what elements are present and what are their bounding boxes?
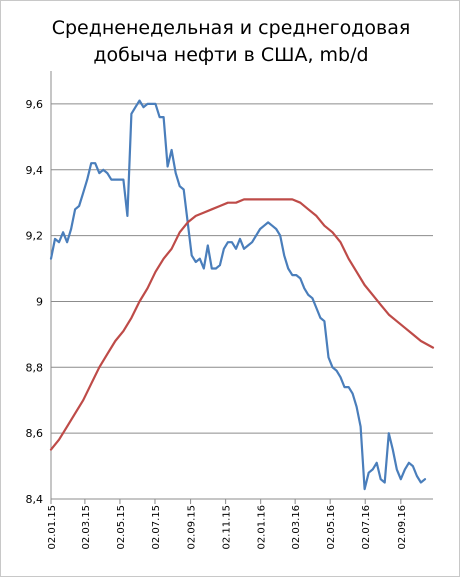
x-tick-label: 02.05.16 bbox=[326, 505, 337, 550]
x-tick-label: 02.01.15 bbox=[47, 505, 58, 550]
x-tick-label: 02.07.16 bbox=[361, 505, 372, 550]
y-axis-tick-labels: 8,4 8,6 8,8 9 9,2 9,4 9,6 bbox=[26, 98, 44, 506]
chart-title: Средненедельная и среднегодовая добыча н… bbox=[31, 15, 431, 69]
x-tick-label: 02.09.16 bbox=[397, 505, 408, 550]
x-tick-label: 02.09.15 bbox=[187, 505, 198, 550]
y-tick-label: 8,6 bbox=[26, 427, 44, 440]
weekly-series-line bbox=[49, 99, 427, 491]
x-axis-tick-labels: 02.01.15 02.03.15 02.05.15 02.07.15 02.09.15… bbox=[47, 505, 408, 550]
y-tick-label: 8,8 bbox=[26, 361, 44, 374]
annual-series-line bbox=[49, 198, 435, 451]
y-tick-label: 9 bbox=[36, 295, 43, 308]
x-tick-label: 02.03.16 bbox=[291, 505, 302, 550]
y-tick-label: 9,2 bbox=[26, 230, 44, 243]
x-tick-label: 02.01.16 bbox=[257, 505, 268, 550]
x-tick-label: 02.07.15 bbox=[151, 505, 162, 550]
x-tick-label: 02.03.15 bbox=[81, 505, 92, 550]
y-tick-label: 9,4 bbox=[26, 164, 44, 177]
axes bbox=[50, 71, 402, 504]
gridlines bbox=[51, 103, 433, 500]
y-tick-label: 9,6 bbox=[26, 98, 44, 111]
chart-title-line-1: Средненедельная и среднегодовая bbox=[51, 17, 411, 39]
series-lines bbox=[49, 99, 435, 491]
y-tick-label: 8,4 bbox=[26, 493, 44, 506]
chart-title-line-2: добыча нефти в США, mb/d bbox=[93, 44, 369, 66]
x-tick-label: 02.05.15 bbox=[116, 505, 127, 550]
x-tick-label: 02.11.15 bbox=[222, 505, 233, 550]
